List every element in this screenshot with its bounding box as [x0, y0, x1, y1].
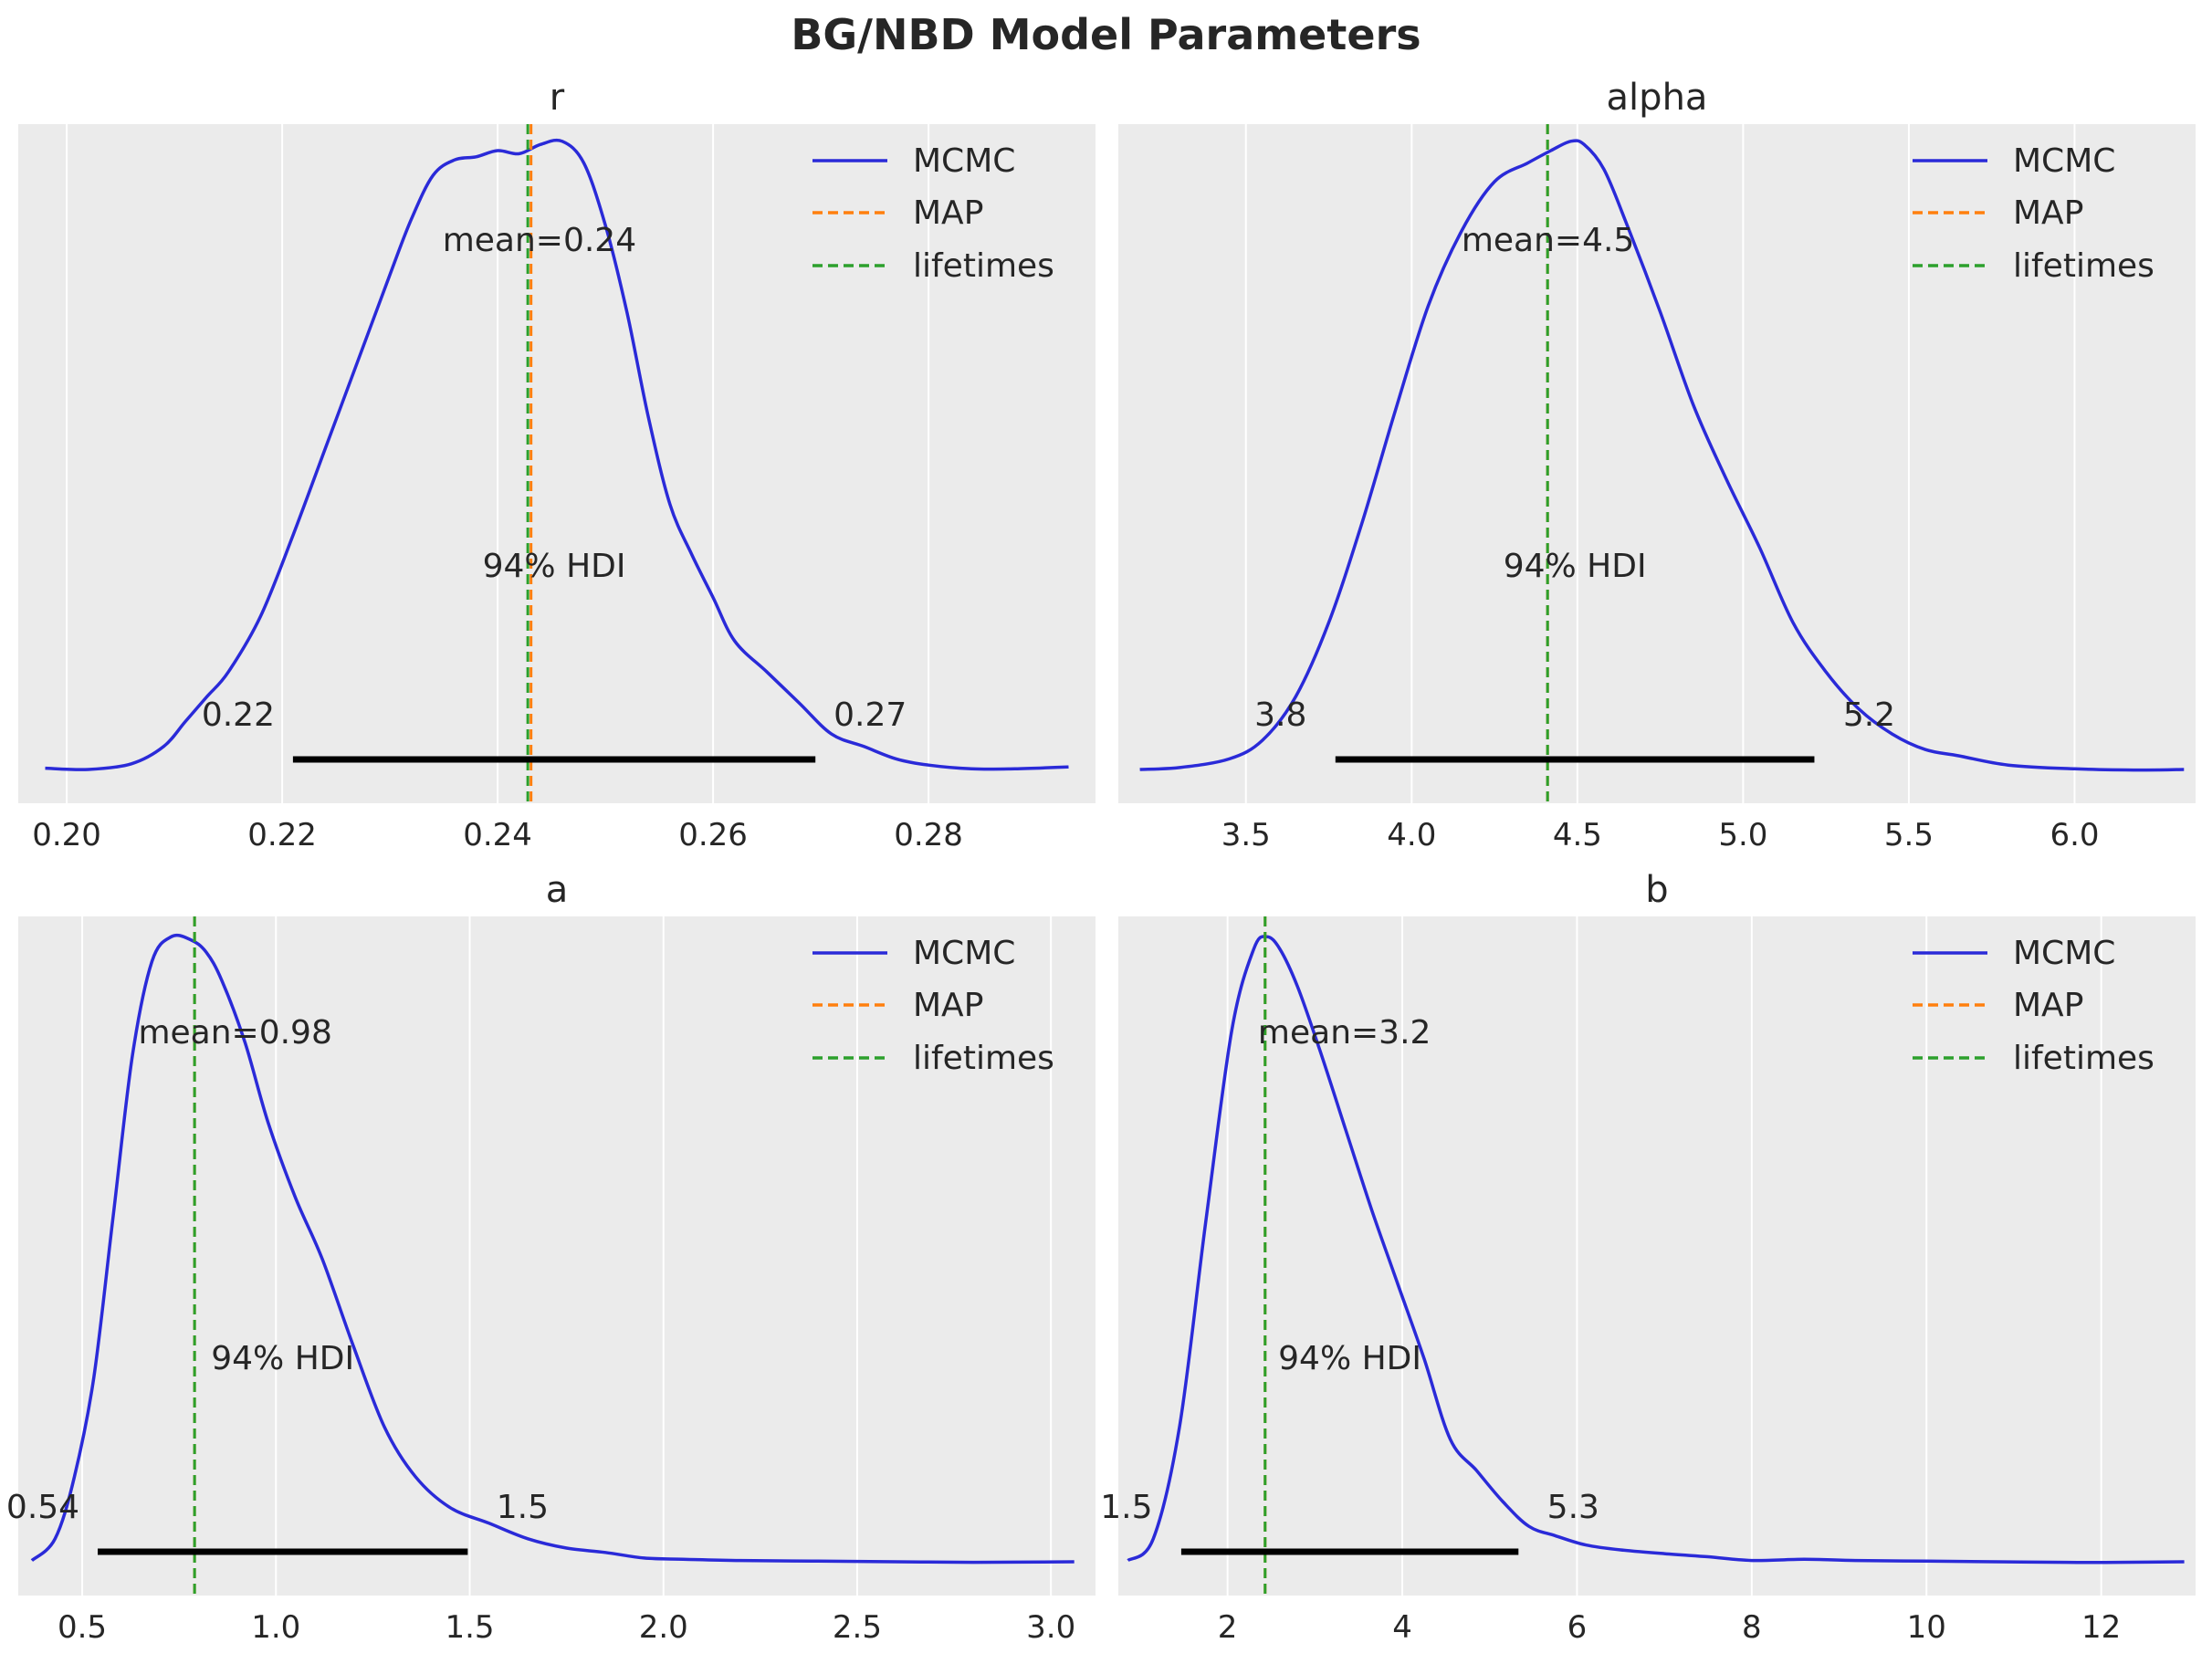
- legend-mcmc-label: MCMC: [913, 935, 1015, 972]
- x-tick-label: 2.5: [833, 1609, 882, 1646]
- x-tick-label: 5.5: [1884, 817, 1934, 853]
- hdi-high-label: 5.3: [1547, 1489, 1599, 1526]
- x-tick-label: 5.0: [1718, 817, 1767, 853]
- x-tick-label: 0.20: [32, 817, 101, 853]
- legend-lifetimes-label: lifetimes: [2013, 247, 2154, 285]
- panel-title: b: [1645, 869, 1668, 911]
- legend-lifetimes-label: lifetimes: [913, 1040, 1054, 1077]
- hdi-high-label: 1.5: [497, 1489, 549, 1526]
- legend-map-label: MAP: [913, 194, 983, 232]
- legend-mcmc-label: MCMC: [2013, 935, 2115, 972]
- legend-map-label: MAP: [913, 987, 983, 1024]
- x-tick-label: 8: [1742, 1609, 1762, 1646]
- mcmc-density-line: [1139, 139, 2185, 772]
- hdi-low-label: 1.5: [1100, 1489, 1152, 1526]
- x-tick-label: 0.28: [894, 817, 963, 853]
- panel-background: [1118, 916, 2196, 1596]
- panel-title: a: [546, 869, 569, 911]
- hdi-label: 94% HDI: [483, 548, 626, 585]
- x-tick-label: 1.0: [251, 1609, 300, 1646]
- x-tick-label: 4.5: [1553, 817, 1602, 853]
- panel-b: 2 4 6 8 10 12 b 1.5 5.3 94% HDI mean=3.2 MCMC MAP lif…: [1100, 869, 2196, 1646]
- mean-label: mean=4.5: [1462, 222, 1635, 259]
- hdi-label: 94% HDI: [1504, 548, 1647, 585]
- x-tick-label: 3.0: [1026, 1609, 1075, 1646]
- hdi-high-label: 0.27: [833, 696, 907, 734]
- x-tick-label: 0.26: [678, 817, 748, 853]
- panel-title: r: [550, 77, 565, 119]
- panel-background: [18, 916, 1096, 1596]
- x-tick-label: 4: [1392, 1609, 1412, 1646]
- legend-map-label: MAP: [2013, 194, 2083, 232]
- mean-label: mean=0.24: [443, 222, 636, 259]
- hdi-low-label: 0.22: [202, 696, 275, 734]
- legend-map-label: MAP: [2013, 987, 2083, 1024]
- hdi-label: 94% HDI: [211, 1340, 354, 1377]
- mcmc-density-line: [45, 138, 1069, 771]
- x-tick-label: 12: [2081, 1609, 2121, 1646]
- legend-mcmc-label: MCMC: [913, 142, 1015, 180]
- legend-lifetimes-label: lifetimes: [2013, 1040, 2154, 1077]
- x-tick-label: 3.5: [1221, 817, 1271, 853]
- panel-alpha: 3.5 4.0 4.5 5.0 5.5 6.0 alpha 3.8 5.2 94% HDI mean…: [1118, 77, 2196, 853]
- panel-title: alpha: [1607, 77, 1708, 119]
- x-tick-label: 0.22: [247, 817, 317, 853]
- x-tick-label: 10: [1907, 1609, 1946, 1646]
- x-tick-label: 2: [1218, 1609, 1238, 1646]
- x-tick-label: 0.5: [58, 1609, 107, 1646]
- x-tick-label: 6.0: [2050, 817, 2099, 853]
- panel-r: 0.20 0.22 0.24 0.26 0.28 r 0.22 0.27 94% HDI mean…: [18, 77, 1096, 853]
- legend-mcmc-label: MCMC: [2013, 142, 2115, 180]
- x-tick-label: 0.24: [463, 817, 532, 853]
- hdi-label: 94% HDI: [1278, 1340, 1421, 1377]
- mcmc-density-line: [30, 933, 1075, 1565]
- mean-label: mean=3.2: [1258, 1014, 1431, 1052]
- figure-title: BG/NBD Model Parameters: [791, 10, 1421, 59]
- x-tick-label: 1.5: [445, 1609, 494, 1646]
- x-tick-label: 2.0: [639, 1609, 688, 1646]
- panel-background: [18, 124, 1096, 803]
- hdi-high-label: 5.2: [1843, 696, 1895, 734]
- mcmc-density-line: [1127, 935, 2185, 1565]
- x-tick-label: 4.0: [1387, 817, 1436, 853]
- mean-label: mean=0.98: [138, 1014, 331, 1052]
- hdi-low-label: 3.8: [1254, 696, 1306, 734]
- panel-a: 0.5 1.0 1.5 2.0 2.5 3.0 a 0.54 1.5 94% HDI mean=0.…: [6, 869, 1096, 1646]
- x-tick-label: 6: [1567, 1609, 1588, 1646]
- legend-lifetimes-label: lifetimes: [913, 247, 1054, 285]
- hdi-low-label: 0.54: [6, 1489, 79, 1526]
